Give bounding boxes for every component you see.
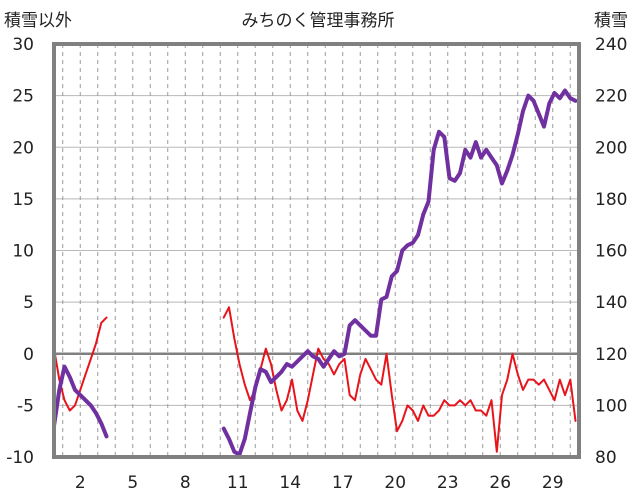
y-left-tick-label: 0 <box>23 345 34 365</box>
snow-depth-line-1 <box>52 364 109 439</box>
x-tick-label: 17 <box>332 473 354 493</box>
y-right-tick-label: 80 <box>595 448 617 468</box>
plot-series <box>52 88 578 457</box>
plot-frame <box>52 42 581 459</box>
y-right-tick-label: 120 <box>595 345 627 365</box>
x-tick-label: 20 <box>384 473 406 493</box>
x-ticks: 2 5 8 11 14 17 20 23 26 29 <box>75 473 564 493</box>
y-right-tick-label: 200 <box>595 138 627 158</box>
right-axis-label: 積雪 <box>594 11 628 31</box>
y-left-tick-label: 15 <box>12 190 34 210</box>
y-left-tick-label: 5 <box>23 293 34 313</box>
y-right-tick-label: 140 <box>595 293 627 313</box>
y-left-tick-label: 20 <box>12 138 34 158</box>
x-tick-label: 29 <box>542 473 564 493</box>
y-left-tick-label: -10 <box>6 448 34 468</box>
y-right-tick-label: 100 <box>595 396 627 416</box>
y-left-tick-label: 10 <box>12 242 34 262</box>
left-y-ticks: -10 -5 0 5 10 15 20 25 30 <box>6 35 34 468</box>
y-left-tick-label: 25 <box>12 87 34 107</box>
chart-title: みちのく管理事務所 <box>241 11 395 31</box>
x-tick-label: 14 <box>279 473 301 493</box>
right-y-ticks: 80 100 120 140 160 180 200 220 240 <box>595 35 627 468</box>
other-series-line-1 <box>53 316 108 412</box>
x-tick-label: 26 <box>489 473 511 493</box>
y-left-tick-label: 30 <box>12 35 34 55</box>
other-series-line-2 <box>222 306 577 453</box>
x-tick-label: 23 <box>437 473 459 493</box>
grid-lines <box>54 43 579 458</box>
y-right-tick-label: 180 <box>595 190 627 210</box>
snow-depth-line-2 <box>221 88 578 457</box>
x-tick-label: 8 <box>180 473 191 493</box>
left-axis-label: 積雪以外 <box>4 11 72 31</box>
x-tick-label: 11 <box>227 473 249 493</box>
y-right-tick-label: 220 <box>595 87 627 107</box>
y-right-tick-label: 240 <box>595 35 627 55</box>
x-tick-label: 2 <box>75 473 86 493</box>
y-left-tick-label: -5 <box>17 396 34 416</box>
y-right-tick-label: 160 <box>595 242 627 262</box>
x-tick-label: 5 <box>127 473 138 493</box>
